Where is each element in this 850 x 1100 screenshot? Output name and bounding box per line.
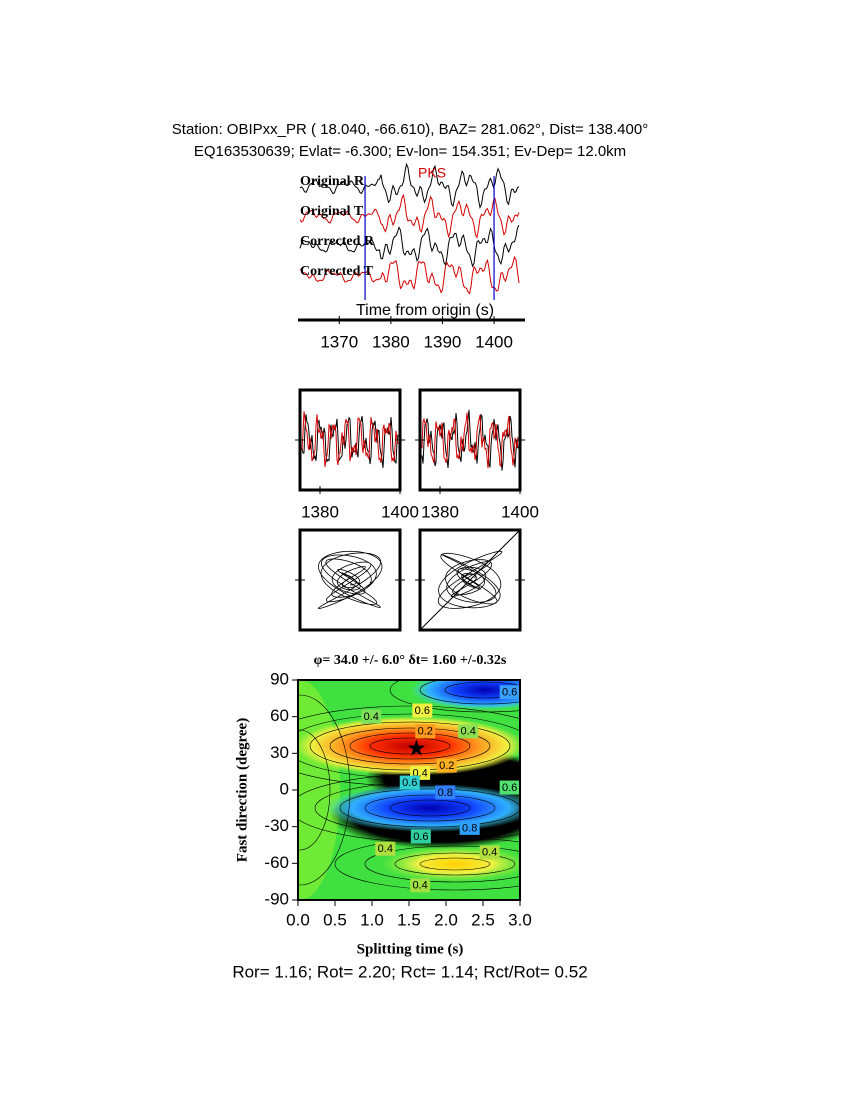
contour-field	[298, 680, 520, 900]
contour-label-box	[436, 758, 457, 773]
y-tick-label: 30	[270, 743, 289, 762]
x-tick-label: 1380	[301, 502, 339, 521]
x-tick-label: 2.5	[471, 910, 495, 929]
contour-label: 0.6	[502, 782, 517, 794]
chart-title: φ= 34.0 +/- 6.0° δt= 1.60 +/-0.32s	[314, 653, 507, 668]
contour-label: 0.2	[418, 726, 433, 738]
contour-label-box	[479, 845, 500, 860]
x-tick-label: 1400	[381, 502, 419, 521]
contour-label: 0.4	[412, 880, 427, 892]
contour-label-box	[499, 685, 520, 700]
contour-label: 0.6	[502, 687, 517, 699]
contour-label-box	[412, 703, 433, 718]
trace-label: Corrected R	[300, 234, 375, 249]
contour-label: 0.4	[378, 843, 393, 855]
contour-label: 0.8	[462, 822, 477, 834]
x-tick-label: 1400	[501, 502, 539, 521]
contour-label: 0.6	[413, 831, 428, 843]
y-tick-label: 90	[270, 669, 289, 688]
contour-label-box	[361, 709, 382, 724]
x-tick-label: 2.0	[434, 910, 458, 929]
header-line: Station: OBIPxx_PR ( 18.040, -66.610), B…	[172, 121, 648, 138]
x-axis-label: Time from origin (s)	[356, 302, 494, 319]
waveform	[299, 193, 520, 239]
contour-label-box	[459, 820, 480, 835]
contour-label-box	[458, 724, 479, 739]
contour-label-box	[499, 780, 520, 795]
waveform	[421, 409, 519, 471]
waveform	[299, 255, 520, 295]
contour-label: 0.2	[439, 760, 454, 772]
waveform	[421, 412, 519, 469]
y-tick-label: -60	[264, 853, 289, 872]
region	[325, 784, 520, 832]
x-tick-label: 3.0	[508, 910, 532, 929]
contour-panel: φ= 34.0 +/- 6.0° δt= 1.60 +/-0.32s Splitt…	[234, 653, 531, 957]
waveform	[301, 411, 399, 467]
x-tick-label: 0.0	[286, 910, 310, 929]
contour-label: 0.6	[402, 777, 417, 789]
x-axis-label: Splitting time (s)	[357, 941, 464, 957]
x-tick-label: 1380	[372, 332, 410, 351]
contour-label-box	[375, 841, 396, 856]
x-tick-label: 1370	[320, 332, 358, 351]
contour-label: 0.4	[482, 847, 497, 859]
waveform	[299, 225, 520, 268]
region	[410, 680, 520, 710]
y-tick-label: -30	[264, 816, 289, 835]
contour-label-box	[399, 775, 420, 790]
particle-motion	[437, 550, 503, 609]
y-tick-label: -90	[264, 889, 289, 908]
x-tick-label: 1390	[424, 332, 462, 351]
particle-motion	[317, 550, 383, 609]
trace-label: Corrected T	[300, 264, 374, 279]
waveform	[299, 162, 520, 210]
waveform-panel: Original R Original T Corrected R Corrected…	[298, 162, 525, 351]
contour-label-box	[415, 724, 436, 739]
y-tick-label: 0	[280, 779, 289, 798]
trace-label: Original T	[300, 204, 364, 219]
contour-label-box	[435, 785, 456, 800]
contour-label: 0.6	[415, 705, 430, 717]
y-axis-label: Fast direction (degree)	[234, 718, 250, 862]
x-tick-label: 1.0	[360, 910, 384, 929]
contour-label: 0.4	[364, 711, 379, 723]
phase-label: PKS	[418, 165, 446, 181]
x-tick-label: 0.5	[323, 910, 347, 929]
contour-label: 0.4	[461, 726, 476, 738]
plot-frame	[297, 679, 521, 901]
x-tick-label: 1.5	[397, 910, 421, 929]
region	[380, 846, 520, 882]
contour-label-box	[410, 878, 431, 893]
y-tick-label: 60	[270, 706, 289, 725]
header-line: EQ163530639; Evlat= -6.300; Ev-lon= 154.…	[194, 143, 626, 160]
contour-label-box	[410, 829, 431, 844]
trace-label: Original R	[300, 174, 365, 189]
contour-label: 0.8	[438, 787, 453, 799]
x-tick-label: 1400	[475, 332, 513, 351]
x-tick-label: 1380	[421, 502, 459, 521]
best-fit-star	[407, 739, 425, 756]
panel-frame	[298, 528, 402, 632]
footer: Ror= 1.16; Rot= 2.20; Rct= 1.14; Rct/Rot…	[232, 962, 587, 981]
